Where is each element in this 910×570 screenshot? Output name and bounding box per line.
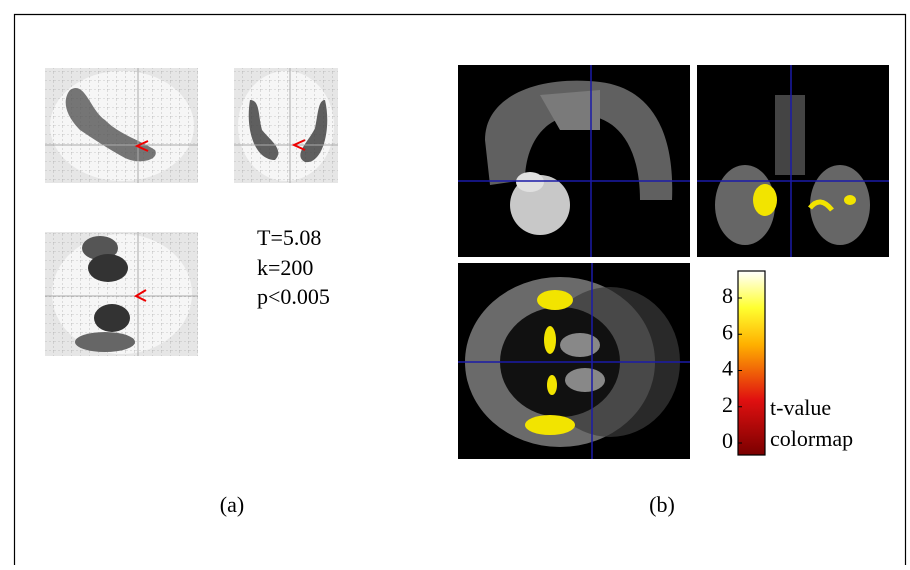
brain-slice: [458, 263, 690, 459]
glass-brain: [45, 232, 198, 356]
brain-slice: [697, 65, 889, 257]
stat-text: p<0.005: [257, 284, 330, 309]
stat-text: T=5.08: [257, 225, 321, 250]
figure: T=5.08 k=200 p<0.005 (a) 0 2 4 6 8 t-value c…: [0, 0, 910, 565]
colorbar-tick-label: 2: [722, 392, 733, 417]
caption: (a): [220, 492, 244, 517]
colorbar-tick-label: 6: [722, 319, 733, 344]
stat-text: k=200: [257, 255, 313, 280]
colorbar: [738, 271, 765, 455]
colorbar-label: colormap: [770, 426, 853, 451]
caption: (b): [649, 492, 675, 517]
glass-brain: [234, 68, 338, 183]
colorbar-tick-label: 4: [722, 356, 733, 381]
glass-brain: [45, 68, 198, 183]
colorbar-tick-label: 8: [722, 283, 733, 308]
colorbar-tick-label: 0: [722, 428, 733, 453]
brain-slice: [458, 65, 690, 257]
colorbar-label: t-value: [770, 395, 831, 420]
